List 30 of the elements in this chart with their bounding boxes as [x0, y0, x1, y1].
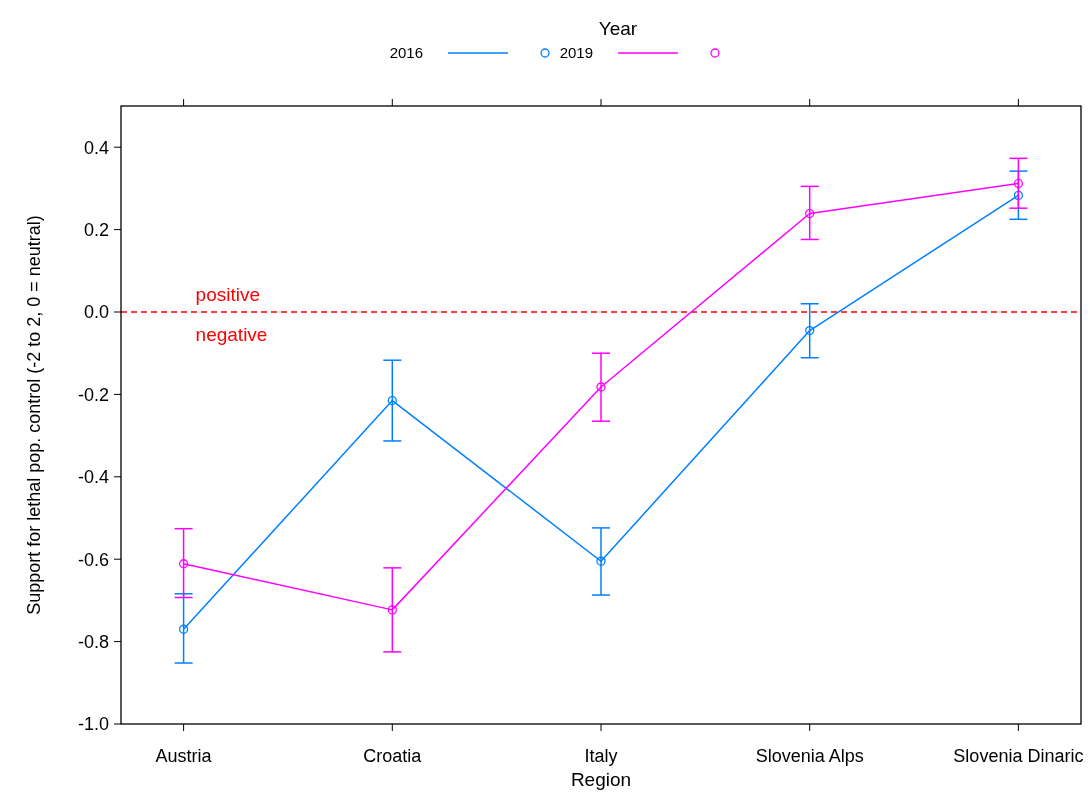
y-tick-label: -0.6 [77, 549, 109, 570]
point [805, 325, 815, 336]
x-tick-label: Austria [155, 746, 213, 766]
x-tick-label: Italy [584, 746, 618, 766]
point [596, 382, 606, 392]
point [387, 395, 397, 406]
x-tick-label: Croatia [363, 746, 423, 766]
y-tick-label: -0.2 [77, 384, 109, 405]
x-axis-title: Region [570, 769, 632, 790]
y-axis-title: Support for lethal pop. control (-2 to 2, 0 = neutral) [24, 215, 44, 615]
legend-label: 2016 [389, 44, 423, 62]
y-tick-label: -0.4 [77, 467, 109, 488]
y-tick-label: 0.0 [83, 302, 109, 323]
y-tick-label: -0.8 [77, 631, 109, 652]
point [596, 556, 606, 566]
y-tick-label: -1.0 [77, 714, 109, 735]
annotation: positive [195, 283, 261, 305]
x-tick-label: Slovenia Dinaric [953, 746, 1084, 766]
y-tick-label: 0.2 [83, 219, 109, 240]
legend-label: 2019 [559, 44, 593, 62]
point [387, 605, 397, 615]
legend-title: Year [598, 18, 638, 39]
y-tick-label: 0.4 [83, 137, 109, 158]
annotation: negative [195, 323, 268, 345]
point [1013, 178, 1024, 189]
point [805, 208, 815, 219]
point [178, 624, 189, 634]
point [178, 559, 189, 569]
x-tick-label: Slovenia Alps [755, 746, 864, 766]
point [1013, 190, 1024, 201]
